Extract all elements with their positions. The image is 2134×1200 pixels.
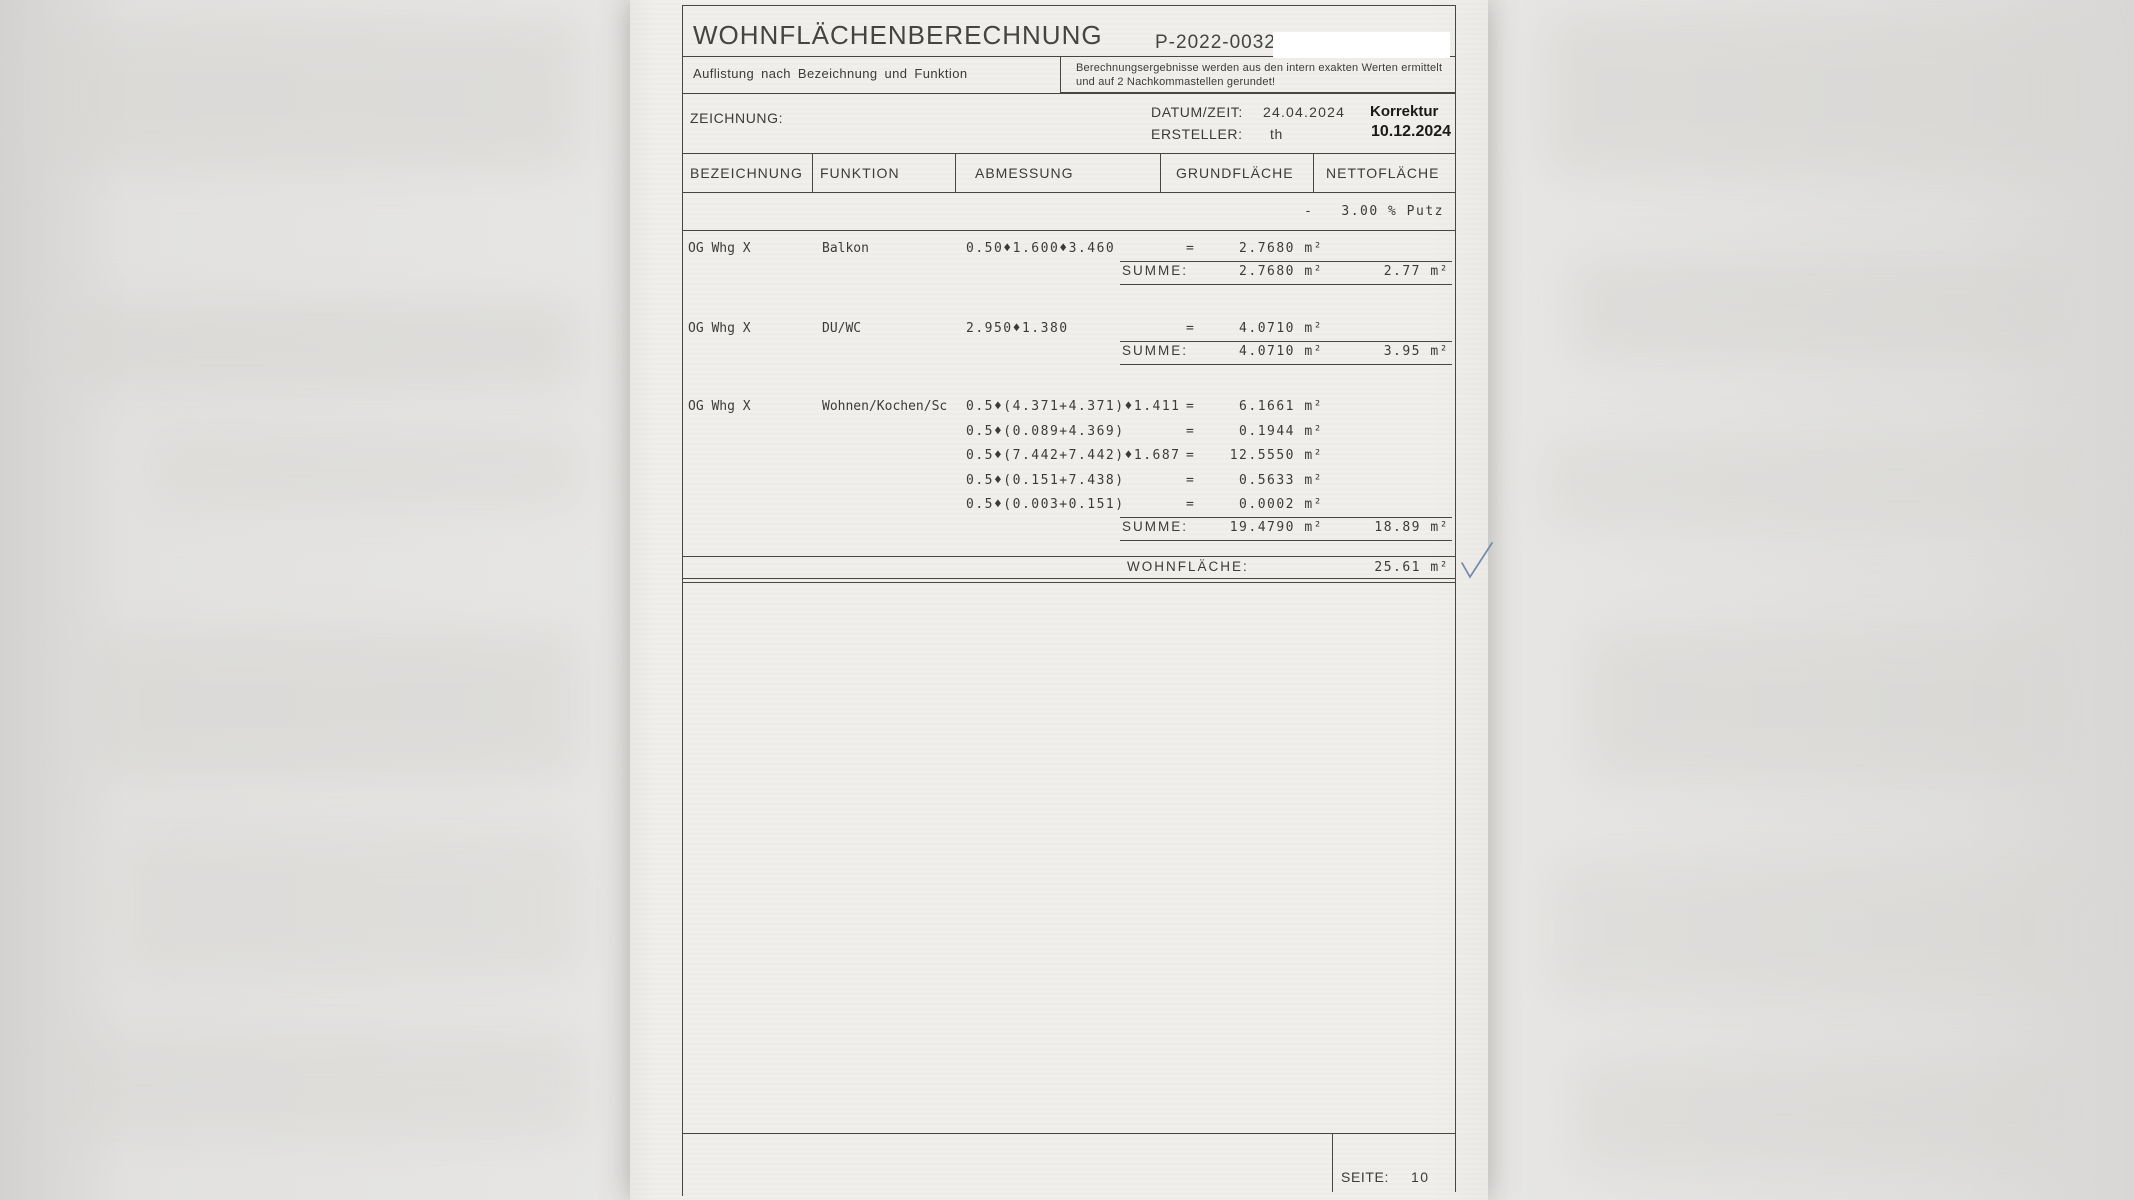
rounding-note-line1: Berechnungsergebnisse werden aus den int…: [1076, 62, 1443, 74]
row-grundflaeche-value: 2.7680 m²: [1239, 241, 1323, 256]
project-number: P-2022-0032: [1155, 32, 1276, 53]
equals-sign: =: [1186, 497, 1194, 512]
equals-sign: =: [1186, 423, 1194, 439]
row-abmessung: 0.5♦(0.151+7.438): [966, 472, 1125, 488]
row-grundflaeche-value: 6.1661 m²: [1239, 399, 1323, 414]
summe-separator-line: [1120, 284, 1452, 286]
redaction-box: [1273, 32, 1450, 58]
wohnflaeche-label: WOHNFLÄCHE:: [1127, 559, 1249, 574]
row-funktion: Balkon: [822, 241, 869, 256]
table-top-border: [682, 5, 1456, 7]
ersteller-value: th: [1270, 126, 1283, 142]
background-ghost: [40, 20, 580, 170]
row-funktion: DU/WC: [822, 321, 862, 336]
row-grundflaeche-value: 12.5550 m²: [1229, 448, 1323, 463]
equals-sign: =: [1186, 399, 1194, 414]
wohnflaeche-top-line: [682, 556, 1456, 558]
column-separator: [955, 153, 957, 192]
row-grundflaeche-value: 0.5633 m²: [1239, 472, 1323, 488]
summe-label: SUMME:: [1122, 519, 1188, 534]
summe-separator-line: [1120, 341, 1452, 343]
column-header-funktion: FUNKTION: [820, 165, 900, 181]
column-header-nettoflaeche: NETTOFLÄCHE: [1326, 165, 1440, 181]
putz-note: - 3.00 % Putz: [1304, 204, 1444, 219]
row-grundflaeche-value: 0.0002 m²: [1239, 497, 1323, 512]
column-header-bezeichnung: BEZEICHNUNG: [690, 165, 803, 181]
summe-grundflaeche: 4.0710 m²: [1239, 344, 1323, 359]
wohnflaeche-double-line-2: [682, 582, 1456, 584]
document-paper: [630, 0, 1488, 1200]
background-ghost: [1570, 260, 2070, 360]
background-ghost: [150, 430, 580, 510]
header-section-divider: [682, 93, 1456, 95]
datum-value: 24.04.2024: [1263, 104, 1346, 120]
columns-bottom-line: [682, 192, 1456, 194]
summe-nettoflaeche: 2.77 m²: [1383, 264, 1449, 279]
summe-grundflaeche: 2.7680 m²: [1239, 264, 1323, 279]
table-left-border: [682, 5, 684, 1196]
row-abmessung: 0.50♦1.600♦3.460: [966, 241, 1116, 256]
summe-grundflaeche: 19.4790 m²: [1229, 520, 1323, 535]
row-abmessung: 0.5♦(0.003+0.151): [966, 497, 1125, 512]
background-ghost: [1545, 440, 2085, 530]
row-funktion: Wohnen/Kochen/Sc: [822, 399, 948, 414]
datum-label: DATUM/ZEIT:: [1151, 104, 1243, 120]
summe-label: SUMME:: [1122, 263, 1188, 278]
background-ghost: [60, 1030, 580, 1140]
summe-separator-line: [1120, 517, 1452, 519]
wohnflaeche-value: 25.61 m²: [1374, 560, 1449, 575]
column-separator: [812, 153, 814, 192]
summe-separator-line: [1120, 261, 1452, 263]
subtitle: Auflistung nach Bezeichnung und Funktion: [693, 66, 968, 81]
columns-top-line: [682, 153, 1456, 155]
row-abmessung: 0.5♦(0.089+4.369): [966, 423, 1125, 439]
rounding-note-box: [1060, 56, 1456, 93]
korrektur-date: 10.12.2024: [1371, 123, 1452, 140]
row-bezeichnung: OG Whg X: [688, 241, 751, 256]
background-ghost: [1550, 860, 2090, 1000]
column-separator: [1160, 153, 1162, 192]
background-ghost: [1585, 630, 2075, 780]
summe-label: SUMME:: [1122, 343, 1188, 358]
equals-sign: =: [1186, 241, 1194, 256]
check-icon: [1461, 542, 1493, 579]
background-ghost: [1575, 1060, 2075, 1170]
table-right-border: [1455, 5, 1457, 1192]
footer-cell-separator: [1332, 1133, 1334, 1192]
equals-sign: =: [1186, 321, 1194, 336]
row-abmessung: 0.5♦(4.371+4.371)♦1.411: [966, 399, 1181, 414]
row-abmessung: 2.950♦1.380: [966, 321, 1069, 336]
footer-divider: [682, 1133, 1456, 1135]
zeichnung-label: ZEICHNUNG:: [690, 110, 784, 126]
summe-separator-line: [1120, 540, 1452, 542]
rounding-note-line2: und auf 2 Nachkommastellen gerundet!: [1076, 76, 1276, 88]
column-separator: [1313, 153, 1315, 192]
background-ghost: [120, 830, 580, 980]
ersteller-label: ERSTELLER:: [1151, 126, 1243, 142]
row-grundflaeche-value: 4.0710 m²: [1239, 321, 1323, 336]
korrektur-text: Korrektur: [1370, 103, 1439, 120]
equals-sign: =: [1186, 448, 1194, 463]
column-header-grundflaeche: GRUNDFLÄCHE: [1176, 165, 1294, 181]
equals-sign: =: [1186, 472, 1194, 488]
background-ghost: [90, 630, 580, 780]
seite-label: SEITE:: [1341, 1169, 1389, 1185]
seite-value: 10: [1411, 1169, 1430, 1185]
summe-nettoflaeche: 3.95 m²: [1383, 344, 1449, 359]
row-bezeichnung: OG Whg X: [688, 399, 751, 414]
row-grundflaeche-value: 0.1944 m²: [1239, 423, 1323, 439]
putz-row-divider: [682, 230, 1456, 232]
summe-nettoflaeche: 18.89 m²: [1374, 520, 1449, 535]
background-ghost: [1545, 15, 2085, 175]
wohnflaeche-double-line-1: [682, 578, 1456, 580]
column-header-abmessung: ABMESSUNG: [975, 165, 1074, 181]
summe-separator-line: [1120, 364, 1452, 366]
row-bezeichnung: OG Whg X: [688, 321, 751, 336]
row-abmessung: 0.5♦(7.442+7.442)♦1.687: [966, 448, 1181, 463]
background-ghost: [70, 300, 580, 390]
page-title: WOHNFLÄCHENBERECHNUNG: [693, 20, 1103, 50]
title-divider: [682, 56, 1062, 58]
